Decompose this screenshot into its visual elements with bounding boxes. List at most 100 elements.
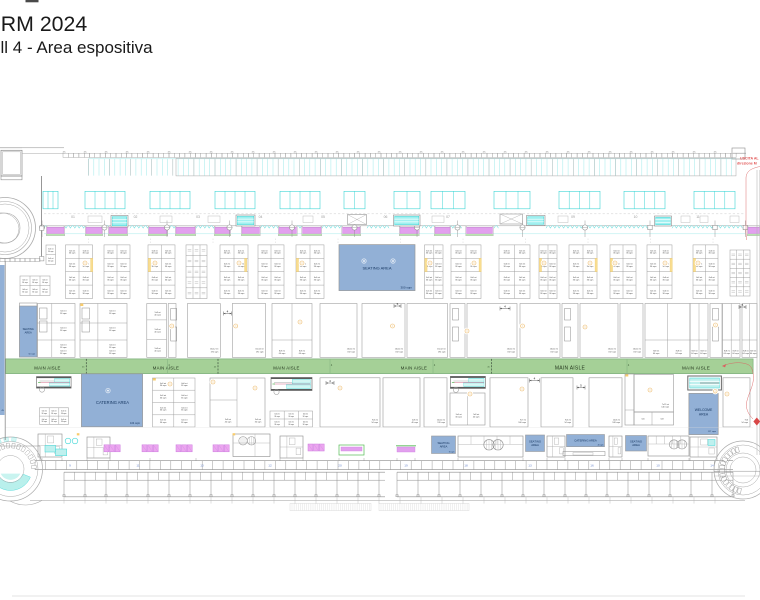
svg-text:6x6 mt: 6x6 mt	[32, 288, 38, 291]
svg-text:36 sqm: 36 sqm	[69, 253, 76, 255]
svg-text:5x6: 5x6	[641, 419, 644, 421]
svg-text:36 sqm: 36 sqm	[426, 279, 433, 281]
svg-text:6x6 mt: 6x6 mt	[109, 350, 115, 353]
svg-text:5: 5	[397, 302, 399, 306]
svg-text:36 sqm: 36 sqm	[587, 293, 594, 295]
svg-text:36 sqm: 36 sqm	[288, 424, 294, 426]
svg-text:8x8 mt: 8x8 mt	[700, 350, 706, 353]
svg-text:36 sqm: 36 sqm	[455, 253, 462, 255]
svg-text:36 sqm: 36 sqm	[696, 253, 703, 255]
svg-text:4: 4	[504, 304, 506, 308]
svg-text:6x6 mt: 6x6 mt	[160, 382, 166, 385]
svg-text:6x6 mt: 6x6 mt	[303, 413, 309, 416]
svg-text:36 sqm: 36 sqm	[455, 279, 462, 281]
svg-text:6x6 mt: 6x6 mt	[549, 276, 555, 279]
svg-text:6x6 mt: 6x6 mt	[60, 310, 66, 313]
svg-text:6x6 mt: 6x6 mt	[238, 249, 244, 252]
svg-text:6x6 mt: 6x6 mt	[69, 276, 75, 279]
svg-text:13: 13	[528, 463, 532, 467]
svg-text:6x6 mt: 6x6 mt	[160, 406, 166, 409]
svg-text:36 sqm: 36 sqm	[613, 279, 620, 281]
svg-text:6x6 mt: 6x6 mt	[42, 279, 48, 282]
svg-text:300 sqm: 300 sqm	[400, 286, 412, 290]
svg-text:36 sqm: 36 sqm	[696, 266, 703, 268]
svg-text:36 sqm: 36 sqm	[160, 410, 167, 412]
svg-text:6x6 mt: 6x6 mt	[626, 263, 632, 266]
svg-text:5: 5	[580, 383, 582, 387]
svg-text:6x6 mt: 6x6 mt	[300, 249, 306, 252]
svg-text:36 sqm: 36 sqm	[696, 293, 703, 295]
svg-text:SEATING AREA: SEATING AREA	[362, 266, 391, 271]
svg-text:8x8 mt: 8x8 mt	[750, 350, 756, 353]
svg-text:36 sqm: 36 sqm	[626, 253, 633, 255]
svg-text:64 sqm: 64 sqm	[743, 353, 750, 355]
svg-text:16x12 mt: 16x12 mt	[507, 348, 516, 351]
svg-text:64 sqm: 64 sqm	[299, 353, 306, 355]
svg-text:6x6 mt: 6x6 mt	[274, 276, 280, 279]
svg-text:36 sqm: 36 sqm	[181, 397, 188, 399]
svg-text:36 sqm: 36 sqm	[663, 293, 670, 295]
svg-text:SEATING: SEATING	[630, 439, 642, 443]
svg-text:06: 06	[384, 215, 388, 219]
svg-text:36 sqm: 36 sqm	[573, 279, 580, 281]
svg-text:36 sqm: 36 sqm	[109, 330, 116, 332]
svg-text:36 sqm: 36 sqm	[120, 279, 127, 281]
svg-text:36 sqm: 36 sqm	[549, 293, 556, 295]
svg-text:36 sqm: 36 sqm	[120, 266, 127, 268]
svg-text:6x6 mt: 6x6 mt	[455, 249, 461, 252]
svg-text:6x6 mt: 6x6 mt	[314, 290, 320, 293]
svg-text:36 sqm: 36 sqm	[165, 293, 172, 295]
svg-text:6x6 mt: 6x6 mt	[60, 327, 66, 330]
svg-text:36 sqm: 36 sqm	[426, 293, 433, 295]
svg-text:6x6 mt: 6x6 mt	[60, 344, 66, 347]
svg-text:192 sqm: 192 sqm	[395, 351, 403, 353]
svg-text:AREA: AREA	[699, 413, 709, 417]
svg-text:36 sqm: 36 sqm	[455, 266, 462, 268]
svg-text:6x6 mt: 6x6 mt	[152, 249, 158, 252]
svg-text:36 sqm: 36 sqm	[274, 279, 281, 281]
svg-text:54 sqm: 54 sqm	[564, 422, 571, 424]
svg-text:8x8 mt: 8x8 mt	[676, 350, 682, 353]
svg-text:9: 9	[69, 463, 71, 467]
svg-text:36 sqm: 36 sqm	[51, 413, 57, 415]
svg-text:40 sqm: 40 sqm	[154, 351, 161, 353]
svg-text:6x6 mt: 6x6 mt	[274, 290, 280, 293]
svg-text:6x6 mt: 6x6 mt	[709, 290, 715, 293]
svg-text:36 sqm: 36 sqm	[261, 293, 268, 295]
svg-text:36 sqm: 36 sqm	[663, 266, 670, 268]
svg-text:7x12 mt: 7x12 mt	[662, 403, 670, 406]
svg-text:6x6 mt: 6x6 mt	[60, 350, 66, 353]
svg-text:6x6 mt: 6x6 mt	[83, 290, 89, 293]
svg-text:36 sqm: 36 sqm	[165, 279, 172, 281]
svg-text:36 sqm: 36 sqm	[22, 292, 28, 294]
svg-text:16x12 mt: 16x12 mt	[210, 348, 219, 351]
svg-text:36 sqm: 36 sqm	[61, 421, 67, 423]
svg-text:CATERING AREA: CATERING AREA	[574, 439, 597, 443]
svg-text:WELCOME: WELCOME	[695, 408, 713, 412]
svg-text:6x6 mt: 6x6 mt	[120, 249, 126, 252]
svg-text:6x6 mt: 6x6 mt	[314, 249, 320, 252]
svg-text:36 sqm: 36 sqm	[303, 424, 309, 426]
svg-text:10: 10	[656, 463, 660, 467]
svg-text:6x6 mt: 6x6 mt	[51, 410, 57, 413]
svg-text:192 sqm: 192 sqm	[347, 351, 355, 353]
svg-text:6x6 mt: 6x6 mt	[261, 276, 267, 279]
svg-text:6x6 mt: 6x6 mt	[42, 288, 48, 291]
svg-text:36 sqm: 36 sqm	[519, 279, 526, 281]
svg-text:6x6 mt: 6x6 mt	[613, 249, 619, 252]
svg-text:6x6 mt: 6x6 mt	[275, 421, 281, 424]
svg-text:36 sqm: 36 sqm	[274, 416, 280, 418]
svg-text:36 sqm: 36 sqm	[573, 293, 580, 295]
svg-text:RM 2024: RM 2024	[1, 12, 88, 36]
svg-text:18: 18	[464, 463, 468, 467]
svg-text:10x12 mt: 10x12 mt	[437, 418, 446, 421]
svg-text:36 sqm: 36 sqm	[288, 416, 294, 418]
svg-text:64 sqm: 64 sqm	[676, 353, 683, 355]
svg-text:ll 4 - Area espositiva: ll 4 - Area espositiva	[1, 38, 154, 57]
svg-text:36 sqm: 36 sqm	[83, 279, 90, 281]
svg-text:6x6 mt: 6x6 mt	[181, 406, 187, 409]
svg-text:6x6 mt: 6x6 mt	[504, 290, 510, 293]
svg-text:36 sqm: 36 sqm	[42, 282, 48, 284]
svg-text:6x6 mt: 6x6 mt	[663, 290, 669, 293]
svg-text:5x8 mt: 5x8 mt	[225, 418, 231, 421]
